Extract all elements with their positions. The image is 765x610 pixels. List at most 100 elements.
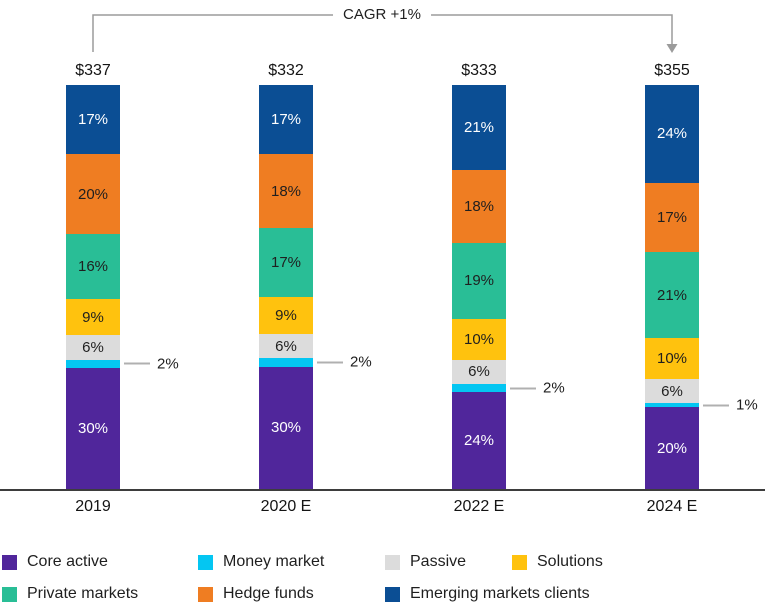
bar-segment: 17% xyxy=(259,227,313,298)
bar-segment: 20% xyxy=(645,407,699,489)
legend-item: Passive xyxy=(385,553,467,570)
legend-item: Hedge funds xyxy=(198,585,314,602)
total-label: $337 xyxy=(75,62,111,79)
bar-segment: 9% xyxy=(259,297,313,334)
segment-label: 10% xyxy=(656,349,688,367)
callout-line xyxy=(317,361,343,364)
legend-label: Money market xyxy=(223,553,325,570)
segment-label: 6% xyxy=(82,339,104,357)
bar-segment: 24% xyxy=(645,85,699,183)
legend-swatch xyxy=(385,586,400,602)
bar-segment: 9% xyxy=(66,299,120,336)
callout-label: 1% xyxy=(736,396,758,414)
segment-label: 16% xyxy=(77,258,109,276)
legend-item: Emerging markets clients xyxy=(385,585,590,602)
callout-line xyxy=(124,362,150,365)
bar-segment: 6% xyxy=(66,335,120,360)
bar-segment: 6% xyxy=(259,333,313,359)
bar-segment xyxy=(645,403,699,408)
callout: 1% xyxy=(703,397,758,414)
bar-segment xyxy=(66,359,120,368)
legend-swatch xyxy=(2,554,17,570)
segment-label: 9% xyxy=(275,307,297,325)
legend-label: Private markets xyxy=(27,585,139,602)
legend-label: Emerging markets clients xyxy=(410,585,590,602)
bar-segment: 21% xyxy=(645,252,699,338)
segment-label: 20% xyxy=(77,185,109,203)
bar: 17% 18% 17% 9% 6% 30% xyxy=(259,85,313,489)
segment-label: 17% xyxy=(77,110,109,128)
segment-label: 9% xyxy=(82,308,104,326)
legend-swatch xyxy=(198,554,213,570)
x-axis-line xyxy=(0,489,765,491)
total-label: $333 xyxy=(461,62,497,79)
bar-segment: 21% xyxy=(452,85,506,170)
callout: 2% xyxy=(317,354,372,371)
bar-segment: 16% xyxy=(66,234,120,300)
total-label: $332 xyxy=(268,62,304,79)
legend-label: Passive xyxy=(410,553,467,570)
bar-segment: 19% xyxy=(452,242,506,320)
bar-segment: 30% xyxy=(66,367,120,489)
segment-label: 21% xyxy=(463,118,495,136)
bar-segment: 20% xyxy=(66,153,120,235)
bar-segment xyxy=(452,383,506,392)
bar-segment: 24% xyxy=(452,392,506,489)
bar-segment: 10% xyxy=(452,319,506,360)
bar-segment: 18% xyxy=(259,154,313,228)
segment-label: 20% xyxy=(656,439,688,457)
segment-label: 17% xyxy=(656,209,688,227)
callout-label: 2% xyxy=(157,355,179,373)
segment-label: 17% xyxy=(270,253,302,271)
legend-label: Core active xyxy=(27,553,108,570)
callout: 2% xyxy=(124,355,179,372)
legend-swatch xyxy=(198,586,213,602)
segment-label: 6% xyxy=(468,363,490,381)
segment-label: 10% xyxy=(463,330,495,348)
legend-item: Private markets xyxy=(2,585,139,602)
legend-item: Core active xyxy=(2,553,108,570)
bar: 24% 17% 21% 10% 6% 20% xyxy=(645,85,699,489)
bar-segment: 10% xyxy=(645,337,699,379)
segment-label: 6% xyxy=(275,337,297,355)
cagr-label: CAGR +1% xyxy=(333,6,431,23)
bar: 21% 18% 19% 10% 6% 24% xyxy=(452,85,506,489)
bar-segment: 17% xyxy=(645,182,699,253)
segment-label: 24% xyxy=(463,431,495,449)
segment-label: 30% xyxy=(77,419,109,437)
segment-label: 18% xyxy=(270,182,302,200)
callout: 2% xyxy=(510,380,565,397)
segment-label: 24% xyxy=(656,125,688,143)
category-label: 2019 xyxy=(75,498,111,515)
bar-segment: 18% xyxy=(452,169,506,243)
legend-label: Solutions xyxy=(537,553,603,570)
category-label: 2024 E xyxy=(646,498,698,515)
segment-label: 18% xyxy=(463,197,495,215)
bar-segment xyxy=(259,358,313,367)
segment-label: 21% xyxy=(656,286,688,304)
bar: 17% 20% 16% 9% 6% 30% xyxy=(66,85,120,489)
bar-segment: 6% xyxy=(452,359,506,384)
callout-label: 2% xyxy=(350,353,372,371)
segment-label: 6% xyxy=(661,382,683,400)
bar-segment: 30% xyxy=(259,366,313,489)
segment-label: 17% xyxy=(270,111,302,129)
total-label: $355 xyxy=(654,62,690,79)
bar-segment: 17% xyxy=(66,85,120,154)
segment-label: 30% xyxy=(270,419,302,437)
legend-item: Money market xyxy=(198,553,325,570)
category-label: 2022 E xyxy=(453,498,505,515)
legend-label: Hedge funds xyxy=(223,585,314,602)
callout-line xyxy=(510,387,536,389)
legend-swatch xyxy=(385,554,400,570)
bar-segment: 17% xyxy=(259,85,313,155)
callout-label: 2% xyxy=(543,379,565,397)
segment-label: 19% xyxy=(463,272,495,290)
callout-line xyxy=(703,404,729,407)
category-label: 2020 E xyxy=(260,498,312,515)
legend-swatch xyxy=(512,554,527,570)
legend-item: Solutions xyxy=(512,553,603,570)
legend-swatch xyxy=(2,586,17,602)
bar-segment: 6% xyxy=(645,378,699,404)
